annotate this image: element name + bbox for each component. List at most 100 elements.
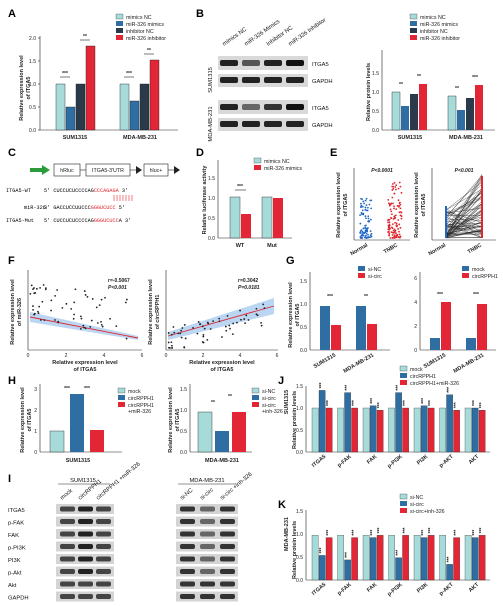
scatter-point: [180, 329, 183, 332]
scatter-point: [96, 322, 99, 324]
scatter-point: [73, 313, 75, 316]
svg-text:Relative expression level: Relative expression level: [189, 360, 255, 366]
grouped-bar: [439, 407, 446, 453]
svg-text:SUM1315: SUM1315: [63, 135, 87, 141]
dot-tnbc: [390, 210, 393, 213]
svg-text:of ITGA5: of ITGA5: [175, 409, 181, 432]
svg-text:si-circ: si-circ: [262, 396, 276, 402]
dot-tnbc: [394, 186, 397, 188]
scatter-point: [50, 309, 53, 312]
scatter-point: [199, 323, 201, 326]
scatter-point: [229, 327, 231, 330]
dot-tnbc: [387, 218, 390, 221]
dot-tnbc: [395, 234, 398, 237]
scatter-point: [50, 299, 53, 302]
scatter-point: [34, 292, 37, 294]
panel-label-h: H: [8, 375, 16, 387]
dot-tnbc: [387, 221, 389, 224]
paired-line: [445, 222, 483, 238]
scatter-point: [125, 337, 128, 340]
blot-row-label: Akt: [8, 583, 17, 589]
dot-normal: [367, 217, 370, 220]
blot-band: [96, 594, 111, 599]
svg-text:6: 6: [141, 353, 144, 359]
svg-text:***: ***: [396, 550, 402, 556]
dot-normal: [364, 206, 367, 209]
paired-line: [445, 192, 483, 218]
scatter-point: [260, 321, 262, 324]
dot-normal: [363, 202, 365, 205]
dot-tnbc: [399, 207, 402, 210]
dot-tnbc: [387, 228, 390, 231]
svg-text:r=0.3042: r=0.3042: [238, 278, 258, 284]
scatter-point: [224, 325, 227, 328]
svg-text:circRPPH1: circRPPH1: [128, 403, 154, 409]
scatter-point: [170, 341, 173, 344]
dot-normal: [359, 222, 362, 225]
blot-band: [60, 581, 75, 587]
svg-text:***: ***: [64, 386, 70, 392]
scatter-point: [79, 315, 82, 318]
dot-tnbc: [397, 236, 400, 238]
panel-label-i: I: [8, 473, 11, 485]
blot-band: [60, 506, 75, 512]
svg-text:***: ***: [327, 294, 333, 300]
grouped-bar: [337, 535, 344, 581]
dot-normal: [364, 215, 367, 218]
scatter-point: [169, 347, 171, 349]
dot-normal: [360, 235, 363, 237]
svg-text:***: ***: [352, 530, 358, 536]
scatter-point: [243, 318, 246, 320]
svg-text:***: ***: [472, 75, 478, 81]
scatter-point: [73, 301, 76, 304]
blot-band: [78, 506, 93, 512]
grouped-bar: [453, 537, 460, 581]
dot-normal: [362, 231, 365, 234]
scatter-point: [203, 327, 206, 330]
bar-a-sum-mimics: [65, 106, 76, 131]
svg-text:circRPPH1: circRPPH1: [410, 374, 436, 380]
dot-tnbc: [391, 234, 394, 236]
blot-band: [200, 531, 215, 537]
svg-text:Relative expression level: Relative expression level: [20, 387, 26, 453]
svg-text:1.0: 1.0: [296, 406, 303, 412]
svg-text:***: ***: [377, 402, 383, 408]
dot-normal: [359, 230, 362, 233]
scatter-point: [206, 321, 209, 324]
scatter-point: [84, 327, 87, 330]
blot-band: [180, 556, 195, 562]
dot-tnbc: [398, 233, 401, 236]
paired-line: [445, 230, 483, 238]
blot-band: [96, 569, 111, 574]
bar-a-sum-mimicsnc: [55, 83, 66, 131]
svg-text:5' CUCCUCUCCCCAGGGGUCUCCA 3': 5' CUCCUCUCCCCAGGGGUCUCCA 3': [44, 218, 131, 224]
dot-normal: [367, 233, 369, 236]
dot-tnbc: [396, 204, 399, 207]
blot-band: [180, 531, 195, 537]
dot-tnbc: [389, 237, 392, 239]
dot-normal: [370, 232, 373, 235]
paired-line: [445, 179, 483, 236]
scatter-point: [101, 325, 104, 328]
blot-band: [78, 569, 93, 574]
svg-text:1.5: 1.5: [296, 384, 303, 390]
dot-normal: [369, 230, 372, 232]
dot-normal: [363, 236, 366, 239]
svg-text:MDA-MB-231: MDA-MB-231: [449, 135, 483, 141]
scatter-point: [98, 304, 101, 306]
svg-text:2.0: 2.0: [29, 36, 36, 42]
svg-text:***: ***: [370, 530, 376, 536]
bar-a-mda-mimics: [129, 100, 140, 131]
svg-text:of ITGA5: of ITGA5: [295, 304, 301, 327]
svg-text:circRPPH1 +miR-326: circRPPH1 +miR-326: [95, 461, 141, 501]
blot-band: [60, 594, 75, 599]
dot-tnbc: [387, 198, 390, 201]
grouped-bar: [376, 535, 384, 581]
blot-band: [78, 594, 93, 599]
scatter-point: [29, 292, 32, 295]
svg-text:P<0.001: P<0.001: [455, 168, 474, 174]
scatter-point: [236, 321, 238, 324]
dot-tnbc: [398, 201, 401, 204]
blot-band: [200, 506, 215, 512]
dot-normal: [360, 236, 362, 239]
